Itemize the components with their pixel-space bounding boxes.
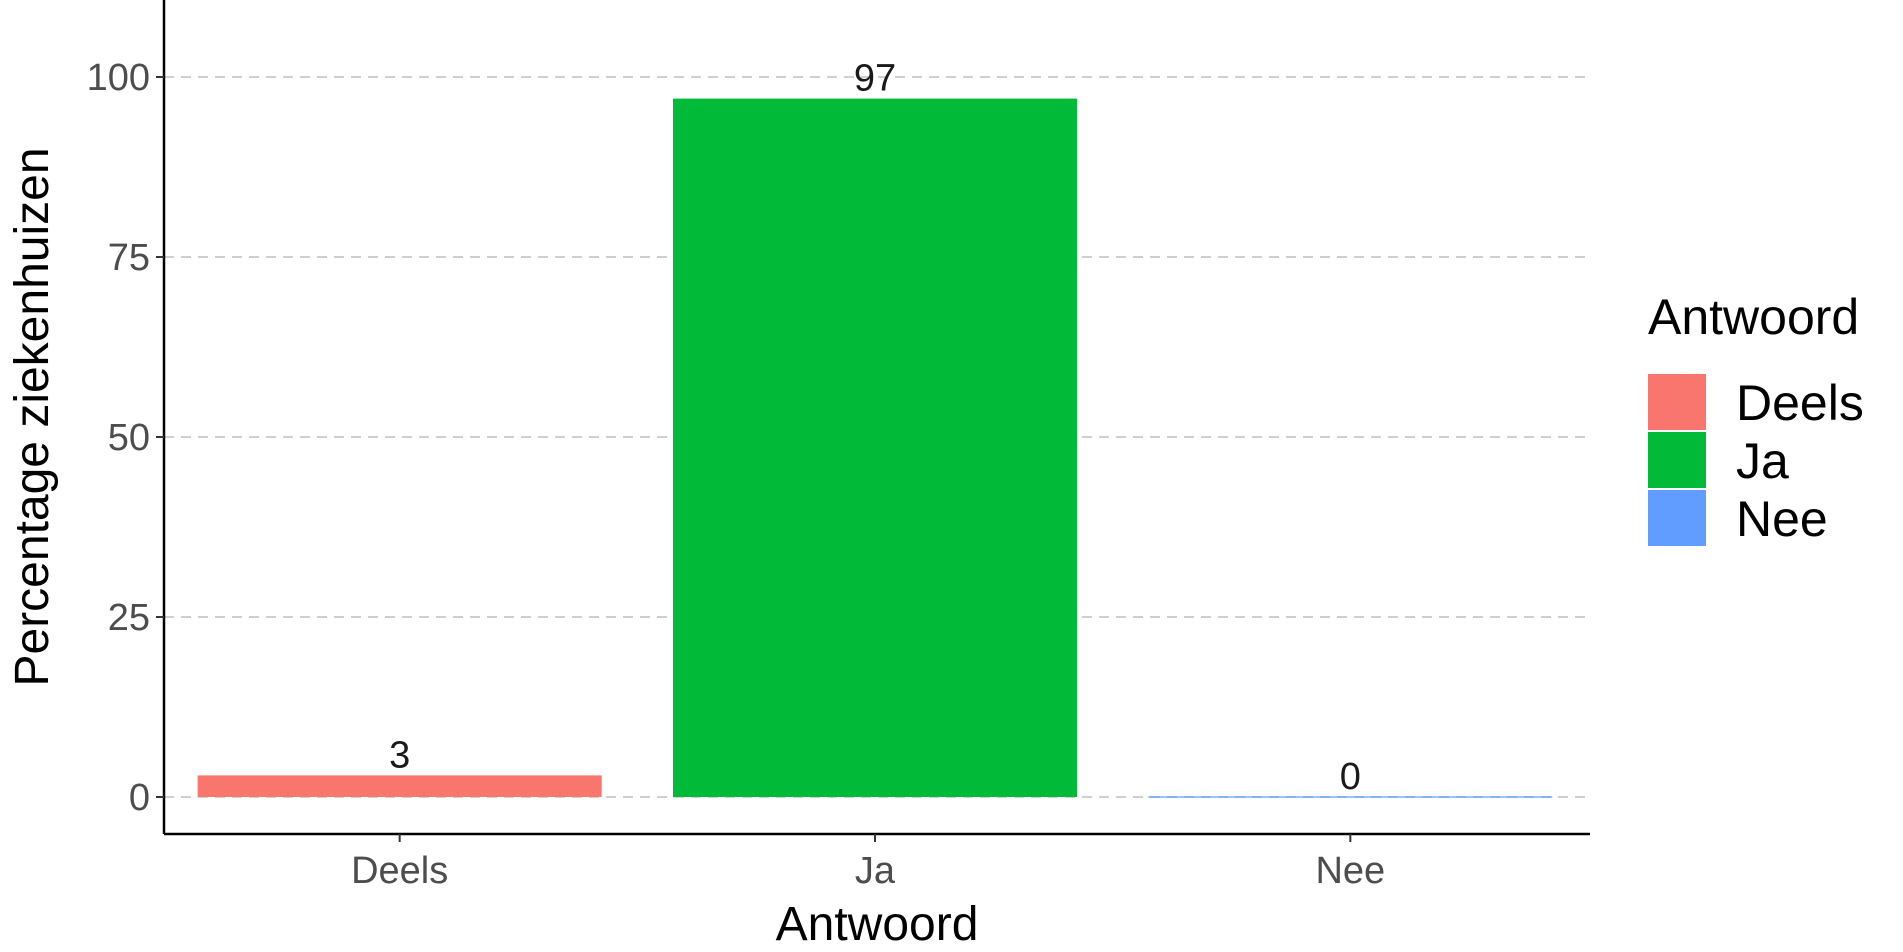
- axes: [162, 0, 1590, 836]
- legend-title: Antwoord: [1648, 289, 1859, 345]
- bar: [672, 98, 1078, 798]
- bar-value-label: 97: [854, 58, 896, 100]
- bar-value-label: 0: [1340, 756, 1361, 798]
- y-ticks: 0 25 50 75 100: [87, 57, 164, 819]
- bar-value-labels: 3 97 0: [389, 58, 1361, 798]
- legend-key: [1648, 374, 1706, 430]
- legend-label: Ja: [1736, 433, 1789, 489]
- y-tick-label: 50: [108, 417, 150, 459]
- bar: [197, 775, 602, 797]
- y-axis-title: Percentage ziekenhuizen: [6, 147, 59, 686]
- bars: [197, 98, 1553, 798]
- legend-label: Deels: [1736, 375, 1864, 431]
- x-tick-label: Nee: [1315, 850, 1385, 892]
- x-ticks: Deels Ja Nee: [351, 834, 1385, 892]
- y-tick-label: 0: [129, 777, 150, 819]
- y-tick-label: 25: [108, 597, 150, 639]
- legend-key: [1648, 432, 1706, 488]
- y-tick-label: 75: [108, 237, 150, 279]
- legend-key: [1648, 490, 1706, 546]
- x-tick-label: Ja: [855, 850, 896, 892]
- legend-label: Nee: [1736, 491, 1828, 547]
- bar-value-label: 3: [389, 734, 410, 776]
- x-axis-title: Antwoord: [776, 898, 979, 951]
- y-tick-label: 100: [87, 57, 150, 99]
- x-tick-label: Deels: [351, 850, 448, 892]
